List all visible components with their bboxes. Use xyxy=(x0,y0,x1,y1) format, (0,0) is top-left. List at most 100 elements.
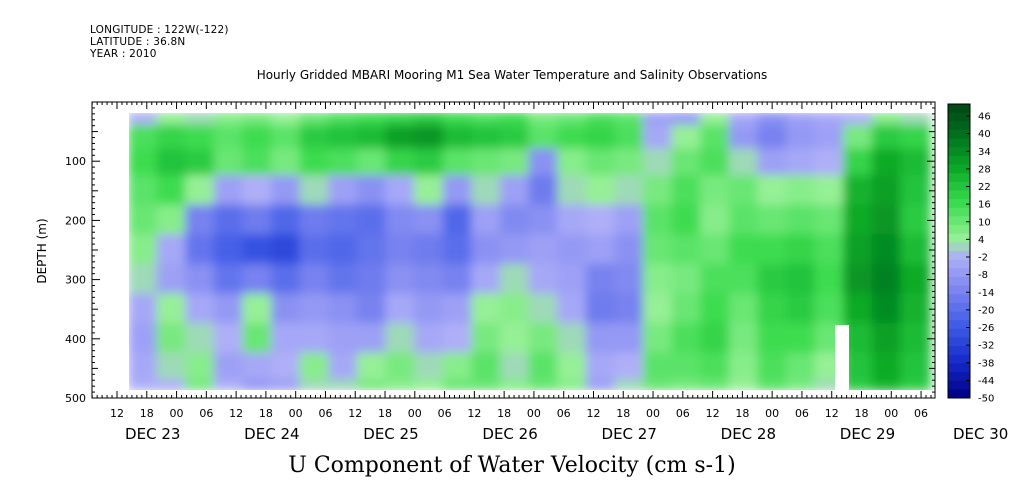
metadata-header: LONGITUDE : 122W(-122) LATITUDE : 36.8N … xyxy=(90,24,229,60)
heat-cell xyxy=(757,175,788,207)
heat-cell xyxy=(299,234,331,266)
heat-cell xyxy=(414,234,445,266)
heat-cell xyxy=(900,234,931,266)
colorbar-swatch xyxy=(948,276,970,287)
colorbar-label: -50 xyxy=(978,394,994,405)
heat-cell xyxy=(499,293,531,325)
heat-cell xyxy=(871,124,903,151)
heat-cell xyxy=(128,112,159,127)
heat-cell xyxy=(213,124,245,151)
heat-cell xyxy=(642,234,674,266)
heat-cell xyxy=(528,263,560,296)
heat-cell xyxy=(356,379,388,391)
heat-cell xyxy=(786,124,817,151)
heat-cell xyxy=(642,148,674,177)
heat-cell xyxy=(385,148,417,177)
colorbar-swatch xyxy=(948,199,970,209)
heat-cell xyxy=(271,379,302,391)
heat-cell xyxy=(900,148,931,177)
heat-cell xyxy=(156,379,188,391)
heat-cell xyxy=(328,234,359,266)
heat-cell xyxy=(442,124,474,151)
colorbar-swatch xyxy=(948,147,970,157)
x-tick-label: 12 xyxy=(229,407,243,420)
heat-cell xyxy=(843,148,874,177)
heat-cell xyxy=(299,204,331,237)
heat-cell xyxy=(242,112,273,127)
heat-cell xyxy=(728,352,760,382)
x-tick-label: 00 xyxy=(646,407,660,420)
x-tick-label: 18 xyxy=(855,407,869,420)
heat-cell xyxy=(499,124,531,151)
heatmap-field xyxy=(92,102,935,398)
heat-cell xyxy=(585,124,617,151)
x-tick-label: 12 xyxy=(110,407,124,420)
heat-cell xyxy=(671,352,703,382)
colorbar-swatch xyxy=(948,181,970,191)
heat-cell xyxy=(871,293,903,325)
heat-cell xyxy=(557,293,588,325)
heat-cell xyxy=(728,293,760,325)
x-tick-label: 06 xyxy=(795,407,809,420)
heat-cell xyxy=(728,148,760,177)
heat-cell xyxy=(642,293,674,325)
heat-cell xyxy=(614,323,645,355)
colorbar-swatch xyxy=(948,311,970,321)
colorbar-swatch xyxy=(948,337,970,347)
heat-cell xyxy=(213,112,245,127)
colorbar-label: -38 xyxy=(978,358,994,369)
heat-cell xyxy=(585,263,617,296)
colorbar-swatch xyxy=(948,380,970,390)
heat-cell xyxy=(471,379,502,391)
colorbar-swatch xyxy=(948,302,970,313)
heat-cell xyxy=(528,379,560,391)
colorbar-swatch xyxy=(948,112,970,122)
heat-cell xyxy=(185,204,216,237)
heat-cell xyxy=(299,175,331,207)
heat-cell xyxy=(843,124,874,151)
heat-cell xyxy=(471,124,502,151)
colorbar-label: -44 xyxy=(978,376,994,387)
x-tick-label: 12 xyxy=(706,407,720,420)
y-tick-label: 100 xyxy=(65,155,86,168)
heat-cell xyxy=(671,124,703,151)
heat-cell xyxy=(271,112,302,127)
heat-cell xyxy=(871,148,903,177)
colorbar-swatch xyxy=(948,242,970,252)
heat-cell xyxy=(814,293,846,325)
heat-cell xyxy=(642,124,674,151)
x-tick-label: 12 xyxy=(825,407,839,420)
colorbar-label: -32 xyxy=(978,341,994,352)
heat-cell xyxy=(843,204,874,237)
heat-cell xyxy=(328,293,359,325)
heat-cell xyxy=(700,148,731,177)
heat-cell xyxy=(671,112,703,127)
heat-cell xyxy=(328,352,359,382)
heat-cell xyxy=(328,379,359,391)
heat-cell xyxy=(786,112,817,127)
x-tick-label: 00 xyxy=(527,407,541,420)
heat-cell xyxy=(271,263,302,296)
heat-cell xyxy=(728,379,760,391)
heat-cell xyxy=(728,124,760,151)
heat-cell xyxy=(499,352,531,382)
colorbar-swatch xyxy=(948,389,970,399)
heat-cell xyxy=(557,352,588,382)
x-tick-label: 18 xyxy=(140,407,154,420)
colorbar-swatch xyxy=(948,121,970,131)
heat-cell xyxy=(385,204,417,237)
heat-cell xyxy=(557,204,588,237)
heat-cell xyxy=(900,204,931,237)
heat-cell xyxy=(757,352,788,382)
colorbar-swatch xyxy=(948,363,970,373)
heat-cell xyxy=(414,352,445,382)
heat-cell xyxy=(213,263,245,296)
heat-cell xyxy=(499,175,531,207)
heat-cell xyxy=(271,293,302,325)
heat-cell xyxy=(814,379,846,391)
heat-cell xyxy=(786,293,817,325)
chart-title: Hourly Gridded MBARI Mooring M1 Sea Wate… xyxy=(256,68,768,82)
heat-cell xyxy=(242,263,273,296)
heat-cell xyxy=(900,293,931,325)
heat-cell xyxy=(499,234,531,266)
